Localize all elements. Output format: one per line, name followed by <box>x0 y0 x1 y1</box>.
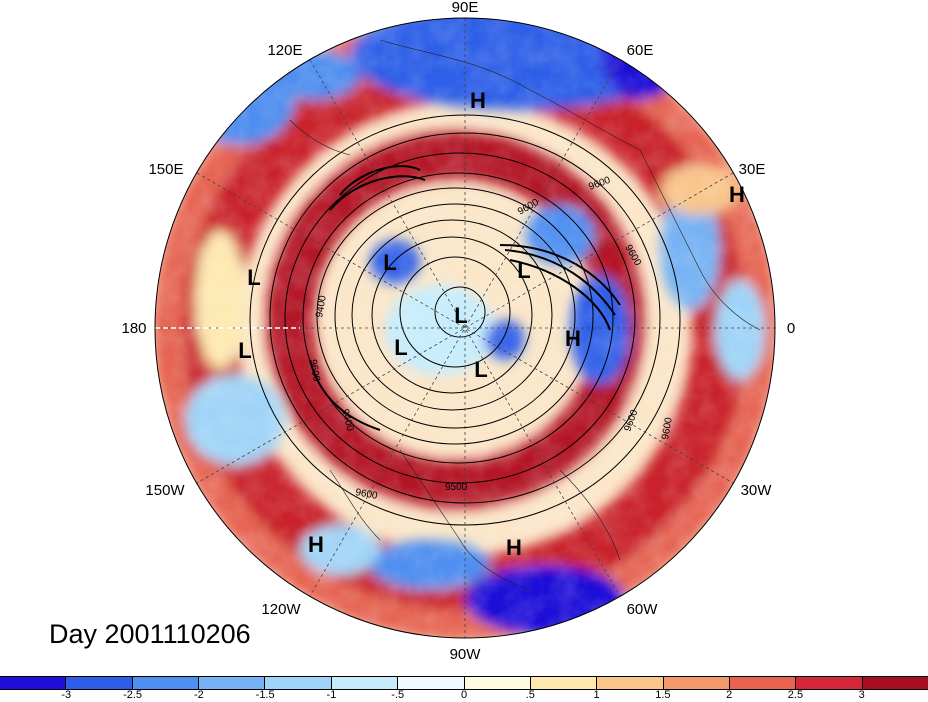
low-marker: L <box>238 338 251 363</box>
low-marker: L <box>383 250 396 275</box>
colorbar-tick-label: .5 <box>525 689 535 701</box>
contour-label: 9600 <box>660 416 675 440</box>
contour-label: 9600 <box>307 359 322 383</box>
low-marker: L <box>474 357 487 382</box>
colorbar-cell <box>530 677 598 689</box>
low-marker: L <box>517 258 530 283</box>
colorbar-cell <box>331 677 399 689</box>
colorbar-tick-label: 2.5 <box>787 689 804 701</box>
lon-label-120e: 120E <box>267 42 302 59</box>
colorbar <box>0 676 928 690</box>
colorbar-cell <box>132 677 200 689</box>
colorbar-cell <box>663 677 730 689</box>
colorbar-cell <box>66 677 133 689</box>
colorbar-cell <box>265 677 332 689</box>
colorbar-cell <box>199 677 266 689</box>
polar-map: 90E 60E 30E 0 30W 60W 90W 120W 150W 180 … <box>121 0 795 663</box>
contour-label: 9600 <box>354 487 378 502</box>
colorbar-tick-label: -3 <box>61 689 72 701</box>
colorbar-tick-label: 0 <box>460 689 468 701</box>
lon-label-180: 180 <box>121 320 146 337</box>
colorbar-tick-label: -2.5 <box>123 689 143 701</box>
low-marker: L <box>247 265 260 290</box>
colorbar-cell <box>398 677 465 689</box>
colorbar-tick-label: 3 <box>858 689 865 701</box>
coastlines <box>289 39 761 591</box>
contour-label: 9500 <box>445 482 468 493</box>
high-marker: H <box>729 182 745 207</box>
low-marker: L <box>454 303 467 328</box>
high-marker: H <box>565 326 581 351</box>
lon-label-30w: 30W <box>741 482 773 499</box>
lon-label-30e: 30E <box>739 161 766 178</box>
graticule <box>155 18 775 638</box>
map-border <box>154 17 776 639</box>
contour-label: 9400 <box>314 294 329 318</box>
high-marker: H <box>308 532 324 557</box>
lon-label-60w: 60W <box>627 601 659 618</box>
colorbar-cell <box>729 677 797 689</box>
day-title: Day 2001110206 <box>49 619 251 649</box>
colorbar-cell <box>464 677 531 689</box>
colorbar-tick-label: 1.5 <box>655 689 671 701</box>
high-marker: H <box>506 535 522 560</box>
colorbar-cell <box>0 677 67 689</box>
lon-label-60e: 60E <box>627 42 654 59</box>
colorbar-cell <box>597 677 664 689</box>
colorbar-tick-label: 2 <box>726 689 733 701</box>
high-marker: H <box>470 88 486 113</box>
lon-label-150w: 150W <box>145 482 185 499</box>
colorbar-tick-label: -1.5 <box>255 689 275 701</box>
low-marker: L <box>394 335 407 360</box>
lon-label-90w: 90W <box>450 646 482 663</box>
colorbar-tick-label: -.5 <box>391 689 405 701</box>
lon-label-120w: 120W <box>261 601 301 618</box>
colorbar-cell <box>862 677 928 689</box>
lon-label-0: 0 <box>787 320 795 337</box>
pressure-markers: H H L L L L L L L H H H <box>238 88 745 560</box>
colorbar-tick-label: -1 <box>326 689 337 701</box>
colorbar-tick-label: 1 <box>593 689 600 701</box>
longitude-labels: 90E 60E 30E 0 30W 60W 90W 120W 150W 180 … <box>121 0 795 663</box>
lon-label-150e: 150E <box>148 161 183 178</box>
colorbar-tick-label: -2 <box>193 689 204 701</box>
lon-label-90e: 90E <box>452 0 479 16</box>
colorbar-cell <box>796 677 863 689</box>
